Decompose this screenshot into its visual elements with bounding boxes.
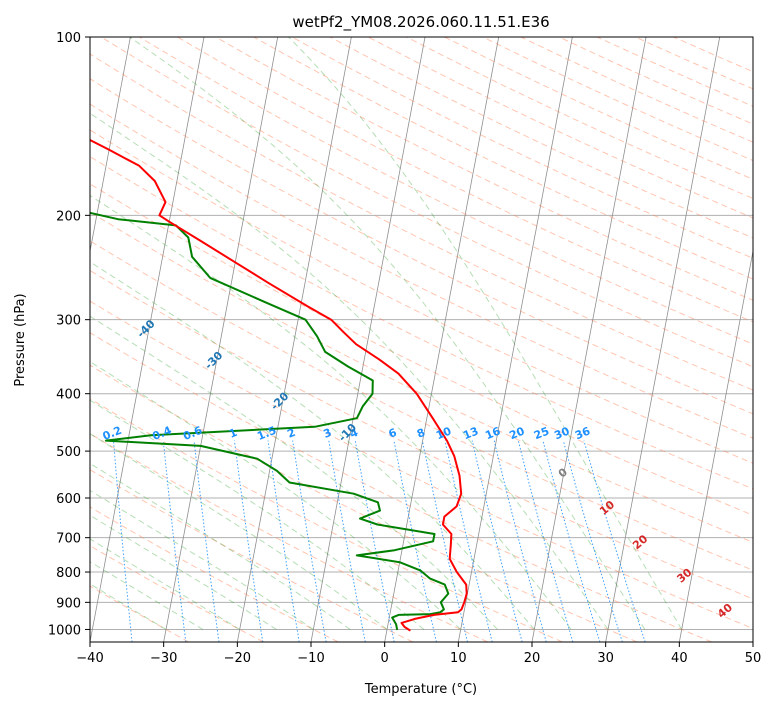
dry-adiabat-line — [90, 585, 190, 642]
mixing-ratio-line — [444, 440, 493, 642]
isotherm-line — [531, 37, 647, 642]
mixing-ratio-line — [542, 440, 601, 642]
mixing-ratio-line — [292, 440, 327, 642]
x-axis-label: Temperature (°C) — [364, 682, 477, 697]
mixing-ratio-label: 16 — [483, 424, 502, 442]
mixing-ratio-line — [233, 440, 264, 642]
mixing-ratio-label: 2 — [285, 426, 297, 441]
mixing-ratio-line — [354, 440, 395, 642]
y-tick-label: 400 — [56, 388, 81, 403]
y-tick-label: 300 — [56, 314, 81, 329]
mixing-ratio-line — [193, 440, 220, 642]
moist-adiabat-line — [90, 489, 314, 630]
x-tick-label: 30 — [597, 651, 614, 666]
x-tick-label: 40 — [671, 651, 688, 666]
mixing-ratio-label: 25 — [532, 424, 551, 442]
dry-adiabat-line — [90, 364, 638, 642]
x-tick-label: 20 — [524, 651, 541, 666]
isotherm-line — [90, 37, 205, 642]
mixing-ratio-line — [162, 440, 187, 642]
isotherm-line — [163, 37, 279, 642]
isotherm-line — [457, 37, 573, 642]
x-tick-label: 0 — [381, 651, 389, 666]
mixing-ratio-line — [267, 440, 300, 642]
dry-adiabat-line — [90, 183, 753, 516]
dry-adiabat-line — [215, 37, 753, 301]
dry-adiabat-line — [90, 211, 753, 543]
y-tick-label: 100 — [56, 31, 81, 46]
dry-adiabat-line — [90, 398, 563, 642]
isotherm-label: -60 — [4, 228, 27, 251]
mixing-ratio-line — [562, 440, 623, 642]
mixing-ratio-line — [421, 440, 468, 642]
dry-adiabat-line — [139, 37, 753, 345]
mixing-ratio-line — [493, 440, 547, 642]
isotherm-line — [752, 639, 753, 642]
moist-adiabat-line — [90, 399, 425, 630]
y-axis-label: Pressure (hPa) — [13, 293, 28, 386]
mixing-ratio-label: 3 — [321, 426, 333, 441]
dry-adiabat-line — [90, 332, 712, 642]
x-tick-label: −10 — [297, 651, 324, 666]
mixing-ratio-label: 1 — [227, 426, 239, 441]
mixing-ratio-line — [517, 440, 574, 642]
temperature-profile-line — [90, 138, 468, 632]
dry-adiabat-line — [90, 469, 414, 642]
isotherm-line — [236, 37, 352, 642]
moist-adiabat-line — [90, 261, 535, 630]
moist-adiabat-line — [90, 112, 609, 630]
mixing-ratio-label: 0.1 — [54, 424, 77, 443]
moist-adiabat-line — [288, 37, 683, 630]
y-tick-label: 600 — [56, 492, 81, 507]
mixing-ratio-label: 8 — [415, 426, 427, 441]
dry-adiabat-line — [90, 300, 753, 629]
mixing-ratio-line — [471, 440, 523, 642]
y-tick-label: 800 — [56, 566, 81, 581]
mixing-ratio-label: 13 — [461, 424, 480, 442]
isotherm-line — [310, 37, 426, 642]
plot-area — [90, 37, 753, 642]
dewpoint-profile-line — [90, 211, 450, 631]
dry-adiabat-line — [90, 103, 753, 439]
isotherm-line — [605, 37, 721, 642]
isotherm-line — [0, 37, 57, 642]
isotherm-line — [90, 37, 131, 254]
mixing-ratio-line — [113, 440, 133, 642]
mixing-ratio-label: 10 — [434, 424, 453, 442]
x-tick-label: −40 — [76, 651, 103, 666]
mixing-ratio-label: 30 — [552, 424, 571, 442]
dry-adiabat-line — [90, 78, 753, 415]
y-tick-label: 900 — [56, 596, 81, 611]
chart-title: wetPf2_YM08.2026.060.11.51.E36 — [292, 13, 549, 32]
y-tick-label: 500 — [56, 445, 81, 460]
dry-adiabat-line — [90, 433, 488, 642]
plot-frame — [89, 36, 754, 643]
isotherm-line — [678, 249, 753, 642]
moist-adiabat-line — [90, 514, 277, 630]
isotherm-line — [384, 37, 500, 642]
x-tick-label: 50 — [745, 651, 762, 666]
x-tick-label: −20 — [224, 651, 251, 666]
mixing-ratio-line — [328, 440, 366, 642]
y-tick-label: 1000 — [48, 623, 81, 638]
moist-adiabat-line — [129, 37, 646, 630]
x-tick-label: −30 — [150, 651, 177, 666]
mixing-ratio-line — [583, 440, 646, 642]
x-tick-label: 10 — [450, 651, 467, 666]
dry-adiabat-line — [100, 37, 753, 368]
y-tick-label: 200 — [56, 209, 81, 224]
mixing-ratio-label: 20 — [507, 424, 526, 442]
mixing-ratio-label: 36 — [573, 424, 592, 442]
moist-adiabat-line — [90, 561, 204, 630]
mixing-ratio-line — [393, 440, 437, 642]
y-tick-label: 700 — [56, 532, 81, 547]
dry-adiabat-line — [90, 269, 753, 600]
moist-adiabat-line — [90, 538, 240, 630]
